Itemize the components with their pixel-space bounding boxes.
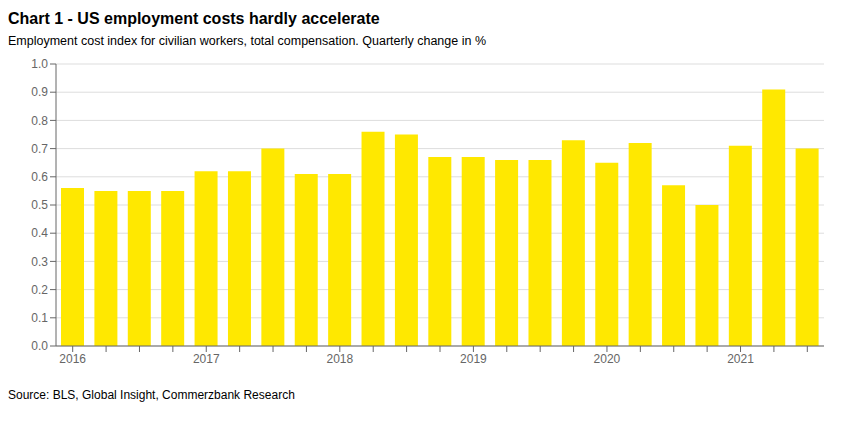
svg-text:0.3: 0.3 [31,255,48,269]
svg-text:0.8: 0.8 [31,114,48,128]
svg-text:0.0: 0.0 [31,339,48,353]
svg-text:2017: 2017 [193,352,220,366]
svg-text:0.5: 0.5 [31,198,48,212]
svg-text:0.1: 0.1 [31,311,48,325]
svg-text:2020: 2020 [594,352,621,366]
svg-text:0.7: 0.7 [31,142,48,156]
svg-text:0.9: 0.9 [31,85,48,99]
svg-text:2021: 2021 [727,352,754,366]
svg-text:1.0: 1.0 [31,57,48,71]
html-text:Employment cost index for civi: Employment cost index for civilian worke… [8,34,486,48]
svg-text:2019: 2019 [460,352,487,366]
html-text:Chart 1 - US employment costs: Chart 1 - US employment costs hardly acc… [8,10,380,27]
svg-text:0.6: 0.6 [31,170,48,184]
svg-text:0.2: 0.2 [31,283,48,297]
svg-text:2018: 2018 [326,352,353,366]
html-text:Source: BLS, Global Insight, C: Source: BLS, Global Insight, Commerzbank… [8,388,295,402]
svg-text:2016: 2016 [59,352,86,366]
svg-text:0.4: 0.4 [31,226,48,240]
